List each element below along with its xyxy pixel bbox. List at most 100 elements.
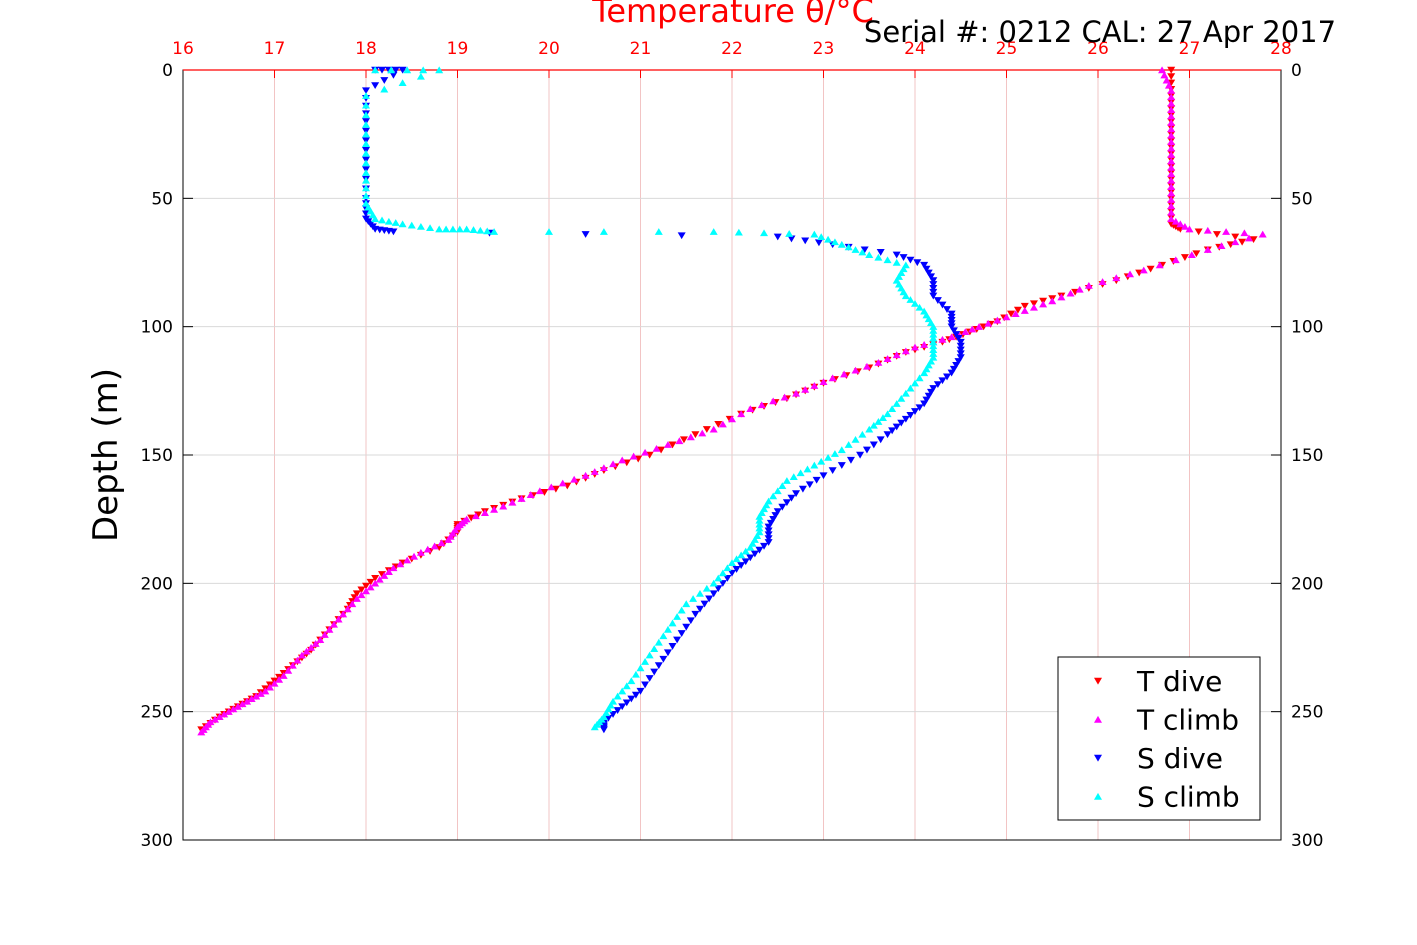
- data-point: [732, 566, 741, 573]
- series-s-climb: [362, 66, 938, 731]
- chart-title: Temperature θ/°C: [591, 0, 874, 30]
- data-point: [700, 600, 709, 608]
- data-point: [764, 539, 773, 546]
- data-point: [407, 221, 416, 229]
- data-point: [892, 351, 901, 359]
- data-point: [1167, 99, 1176, 107]
- data-point: [302, 647, 311, 655]
- data-point: [830, 238, 839, 246]
- data-point: [1167, 106, 1176, 113]
- data-point: [1167, 73, 1176, 81]
- data-point: [627, 677, 636, 685]
- data-point: [1167, 176, 1176, 184]
- data-point: [499, 502, 508, 510]
- data-point: [329, 620, 338, 628]
- data-point: [334, 615, 343, 623]
- data-point: [1167, 163, 1176, 171]
- data-point: [883, 410, 892, 418]
- data-point: [897, 394, 906, 402]
- data-point: [362, 587, 370, 595]
- data-point: [1167, 112, 1176, 120]
- data-point: [883, 431, 892, 439]
- data-point: [558, 479, 567, 487]
- data-point: [892, 258, 901, 266]
- data-point: [362, 149, 370, 157]
- data-point: [622, 699, 631, 707]
- data-point: [975, 323, 984, 330]
- x-tick-label: 18: [355, 39, 377, 59]
- data-point: [343, 605, 352, 613]
- data-point: [1167, 215, 1176, 223]
- data-point: [698, 429, 707, 437]
- data-point: [755, 513, 764, 520]
- data-point: [943, 373, 952, 381]
- data-point: [695, 605, 704, 613]
- data-point: [709, 228, 718, 235]
- data-point: [718, 580, 727, 587]
- data-point: [792, 490, 801, 498]
- data-point: [311, 640, 320, 647]
- data-point: [874, 253, 883, 261]
- data-point: [709, 425, 718, 433]
- data-point: [362, 582, 370, 590]
- y-tick-label-left: 300: [141, 831, 173, 851]
- data-point: [378, 66, 387, 74]
- data-point: [430, 542, 439, 550]
- data-point: [876, 249, 885, 256]
- data-point: [247, 695, 256, 703]
- data-point: [746, 405, 755, 412]
- data-point: [663, 625, 672, 633]
- data-point: [837, 240, 846, 248]
- data-point: [883, 355, 892, 362]
- data-point: [668, 643, 677, 650]
- data-point: [844, 441, 853, 448]
- data-point: [1162, 76, 1171, 84]
- data-point: [641, 658, 650, 665]
- data-point: [929, 326, 938, 334]
- x-tick-label: 21: [630, 39, 652, 59]
- data-point: [888, 405, 897, 412]
- data-point: [1167, 93, 1176, 101]
- data-point: [949, 365, 958, 373]
- data-point: [819, 378, 828, 386]
- legend: T dive T climb S dive S climb: [1057, 656, 1261, 821]
- data-point: [760, 542, 769, 550]
- data-point: [1158, 66, 1167, 74]
- data-point: [1155, 261, 1164, 269]
- data-point: [1160, 71, 1169, 79]
- data-point: [426, 224, 435, 232]
- data-point: [1167, 138, 1176, 146]
- data-point: [1167, 119, 1176, 126]
- data-point: [398, 220, 407, 228]
- data-point: [860, 246, 869, 254]
- data-point: [814, 239, 823, 247]
- data-point: [856, 451, 865, 459]
- data-point: [220, 710, 229, 718]
- data-point: [378, 216, 387, 224]
- data-point: [858, 430, 867, 438]
- data-point: [778, 503, 787, 511]
- data-point: [1185, 225, 1194, 233]
- data-point: [737, 410, 746, 418]
- data-point: [645, 675, 654, 682]
- data-point: [901, 415, 910, 423]
- series-t-dive: [197, 66, 1258, 734]
- data-point: [1002, 313, 1011, 321]
- legend-label: S climb: [1137, 781, 1240, 814]
- data-point: [746, 543, 755, 551]
- data-point: [805, 481, 814, 489]
- data-point: [702, 584, 711, 592]
- data-point: [954, 335, 963, 342]
- data-point: [769, 492, 778, 500]
- data-point: [229, 705, 238, 713]
- data-point: [737, 562, 746, 569]
- data-point: [1139, 266, 1148, 274]
- data-point: [659, 632, 668, 640]
- data-point: [398, 79, 407, 87]
- data-point: [650, 668, 659, 676]
- data-point: [764, 531, 773, 539]
- data-point: [830, 450, 839, 457]
- data-point: [686, 617, 695, 625]
- data-point: [947, 333, 956, 341]
- data-point: [348, 600, 357, 608]
